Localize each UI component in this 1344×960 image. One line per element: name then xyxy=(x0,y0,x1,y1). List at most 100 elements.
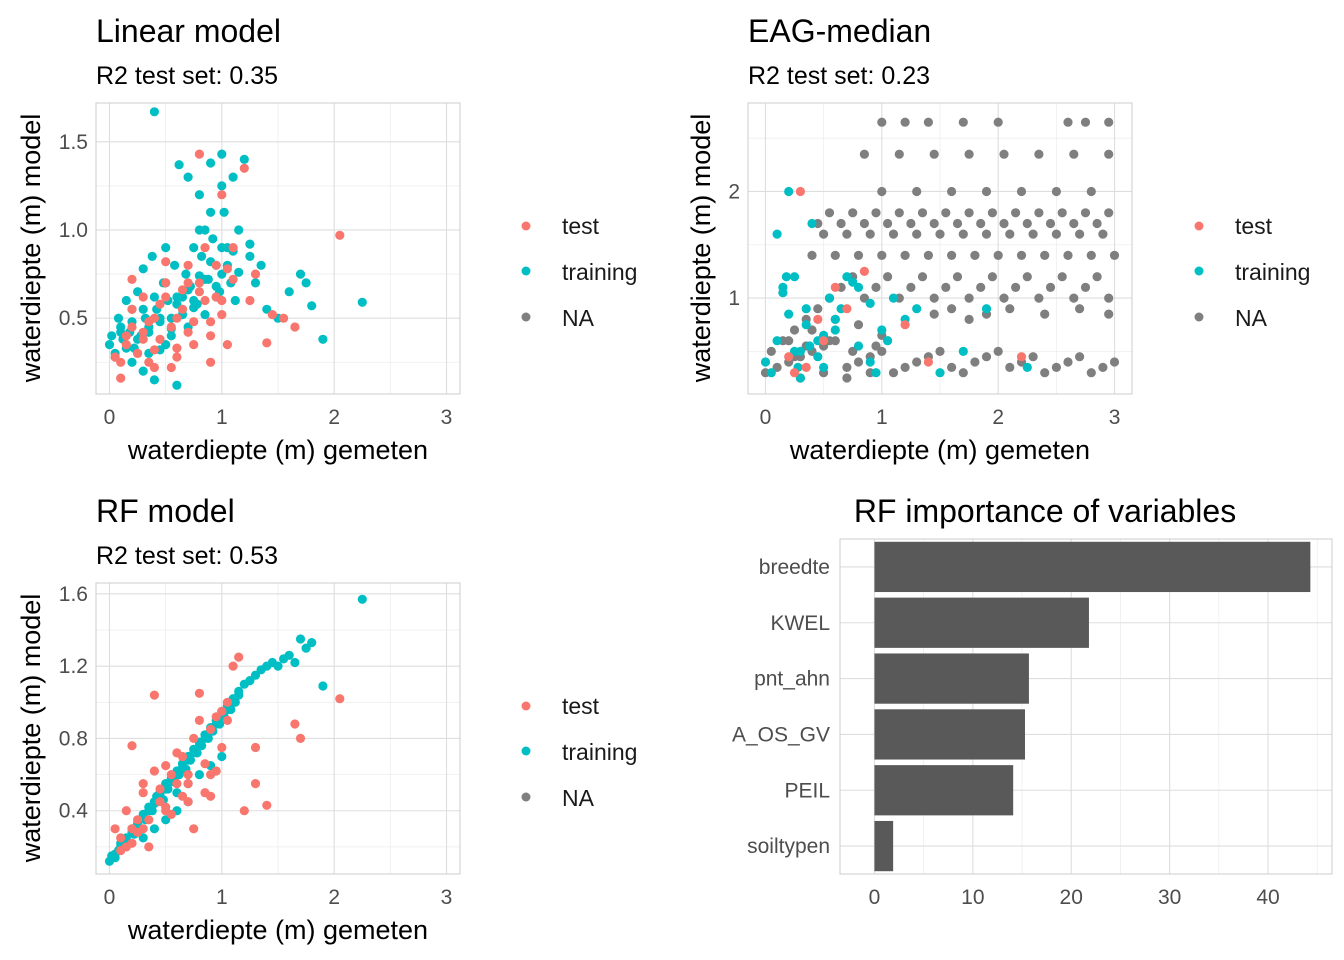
point-training xyxy=(183,172,193,182)
point-na xyxy=(819,229,829,239)
x-axis-title: waterdiepte (m) gemeten xyxy=(127,915,428,945)
point-test xyxy=(144,317,154,327)
y-tick-label: KWEL xyxy=(770,612,830,635)
point-training xyxy=(295,269,306,279)
point-test xyxy=(161,278,171,288)
point-test xyxy=(217,310,227,320)
panel-rf-importance: RF importance of variables 0 10 20 30 40 bre… xyxy=(732,493,1333,909)
point-test xyxy=(217,742,227,753)
point-na xyxy=(1005,229,1015,239)
point-na xyxy=(1075,352,1085,362)
x-tick-label: 0 xyxy=(869,886,881,909)
point-na xyxy=(958,368,968,378)
point-test xyxy=(211,260,221,270)
panel-title: RF model xyxy=(96,493,235,529)
point-training xyxy=(113,313,124,323)
point-test xyxy=(290,719,300,729)
point-na xyxy=(894,149,904,159)
point-na xyxy=(1069,149,1079,159)
point-training xyxy=(848,277,858,287)
point-training xyxy=(197,251,207,261)
point-training xyxy=(149,107,159,117)
point-training xyxy=(888,293,899,303)
point-na xyxy=(1086,250,1096,260)
point-training xyxy=(219,207,229,217)
y-tick-label: 0.5 xyxy=(59,307,88,330)
point-test xyxy=(127,274,137,284)
point-na xyxy=(859,218,870,229)
point-na xyxy=(923,117,934,127)
point-test xyxy=(222,715,232,726)
point-training xyxy=(801,304,811,314)
panel-border xyxy=(95,582,461,875)
point-test xyxy=(923,357,934,367)
point-test xyxy=(206,770,216,780)
point-na xyxy=(1069,293,1079,303)
y-tick-label: 0.4 xyxy=(59,800,89,823)
point-test xyxy=(189,733,199,744)
panel-rf-model: RF model R2 test set: 0.53 0 1 2 3 0.4 0.8 1.… xyxy=(16,493,637,945)
point-test xyxy=(830,282,840,292)
point-na xyxy=(1063,117,1073,127)
point-training xyxy=(217,181,227,191)
point-training xyxy=(830,325,840,335)
point-test xyxy=(335,230,345,240)
point-na xyxy=(842,362,852,372)
point-na xyxy=(1005,362,1015,372)
point-na xyxy=(993,346,1003,356)
panel-subtitle: R2 test set: 0.23 xyxy=(748,62,930,90)
point-test xyxy=(189,340,199,350)
point-na xyxy=(1016,186,1027,197)
point-training xyxy=(217,751,227,762)
point-na xyxy=(853,357,864,367)
point-test xyxy=(172,343,182,353)
point-na xyxy=(1080,282,1091,292)
point-training xyxy=(853,341,864,351)
point-training xyxy=(147,251,157,261)
point-training xyxy=(200,310,210,320)
point-test xyxy=(138,788,148,798)
point-test xyxy=(183,779,193,789)
x-tick-label: 30 xyxy=(1158,886,1181,909)
point-test xyxy=(200,295,210,306)
point-na xyxy=(883,272,893,282)
point-na xyxy=(1040,309,1050,319)
legend-key-training xyxy=(521,746,531,756)
point-na xyxy=(1104,293,1114,303)
point-na xyxy=(912,186,922,197)
point-na xyxy=(883,218,893,229)
point-na xyxy=(888,368,899,378)
point-na xyxy=(1109,250,1120,260)
point-na xyxy=(877,186,887,197)
point-test xyxy=(262,800,272,810)
point-na xyxy=(871,341,881,351)
point-training xyxy=(206,207,216,217)
point-test xyxy=(116,357,126,367)
point-training xyxy=(149,292,159,302)
y-axis-title: waterdiepte (m) model xyxy=(16,114,46,384)
point-na xyxy=(1022,218,1032,229)
point-na xyxy=(964,149,974,159)
point-na xyxy=(1080,208,1091,218)
point-training xyxy=(170,260,180,270)
legend: test training NA xyxy=(521,693,637,811)
point-training xyxy=(357,594,367,604)
point-na xyxy=(894,208,904,218)
point-training xyxy=(357,297,367,307)
panel-border xyxy=(95,102,461,395)
point-training xyxy=(766,368,776,378)
point-training xyxy=(1022,362,1032,372)
point-na xyxy=(1045,218,1056,229)
point-test xyxy=(144,842,154,852)
point-test xyxy=(144,815,154,825)
point-na xyxy=(859,149,870,159)
point-test xyxy=(819,336,829,346)
point-na xyxy=(1034,293,1044,303)
legend-key-na xyxy=(521,312,531,322)
point-na xyxy=(900,362,910,372)
point-test xyxy=(172,748,182,758)
point-training xyxy=(772,229,782,239)
x-tick-label: 0 xyxy=(104,886,116,909)
point-na xyxy=(923,250,934,260)
point-na xyxy=(958,117,968,127)
